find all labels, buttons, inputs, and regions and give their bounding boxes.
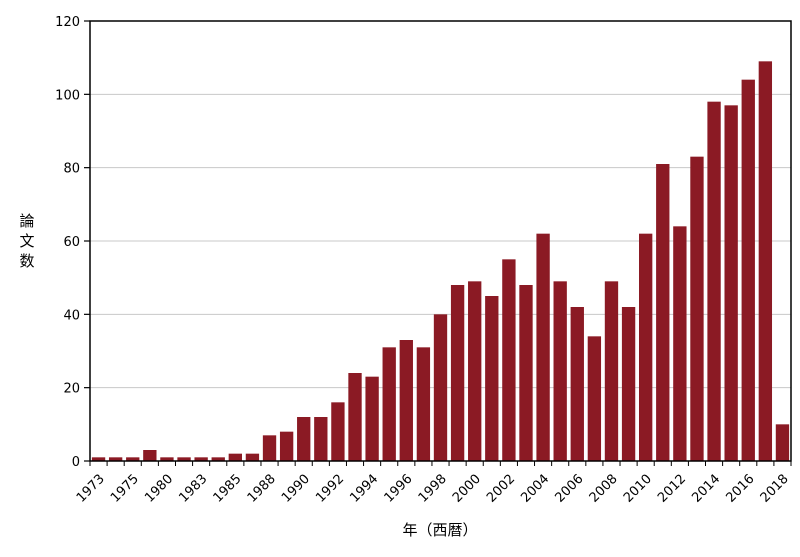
x-tick-label: 1998: [416, 472, 450, 506]
bar: [741, 79, 755, 462]
bar: [433, 314, 448, 461]
bar: [262, 435, 277, 461]
bar: [485, 296, 499, 461]
bar: [416, 347, 431, 461]
bar: [177, 457, 191, 461]
bar: [126, 457, 140, 461]
x-tick-label: 2002: [484, 472, 518, 506]
y-axis-title-char: 文: [19, 232, 34, 250]
x-tick-label: 2004: [518, 472, 552, 506]
bar: [587, 336, 602, 461]
x-tick-label: 1994: [347, 472, 381, 506]
y-axis-ticks: 0 20 40 60 80 100 120: [55, 15, 90, 470]
y-axis-title: 論文数: [19, 212, 34, 270]
bar: [108, 457, 123, 461]
bar: [604, 281, 619, 461]
x-axis-title: 年（西暦）: [402, 521, 477, 539]
x-tick-label: 1983: [176, 472, 210, 506]
bars: [91, 61, 790, 462]
x-tick-label: 2008: [587, 472, 621, 506]
bar: [314, 417, 328, 461]
bar: [91, 457, 106, 461]
bar: [775, 424, 790, 461]
bar: [570, 307, 584, 461]
bar: [365, 376, 379, 461]
y-axis-title-char: 論: [19, 212, 34, 230]
x-tick-label: 2012: [655, 472, 689, 506]
bar: [553, 281, 567, 461]
bar: [656, 164, 670, 461]
x-tick-label: 2014: [689, 472, 723, 506]
bar: [245, 453, 260, 461]
y-tick-label: 20: [63, 382, 80, 397]
bar: [279, 431, 294, 461]
bar: [502, 259, 516, 461]
y-tick-label: 120: [55, 15, 80, 30]
y-tick-label: 80: [63, 162, 80, 177]
x-tick-label: 1973: [74, 472, 108, 506]
bar: [639, 233, 653, 461]
bar: [194, 457, 208, 461]
bar: [707, 101, 721, 462]
x-tick-label: 2018: [758, 472, 792, 506]
y-tick-label: 0: [72, 455, 80, 470]
bar: [468, 281, 482, 461]
x-axis-ticks: 1973 1975 1980 1983 1985 1988 1990 1992 1994 1996…: [74, 461, 792, 506]
bar: [519, 285, 533, 461]
y-tick-label: 60: [63, 235, 80, 250]
bar: [536, 233, 550, 461]
bar: [348, 373, 362, 461]
bar: [690, 156, 704, 461]
x-tick-label: 2006: [553, 472, 587, 506]
x-tick-label: 1980: [142, 472, 176, 506]
x-tick-label: 2000: [450, 472, 484, 506]
bar: [758, 61, 773, 461]
y-tick-label: 100: [55, 88, 80, 103]
x-tick-label: 1988: [245, 472, 279, 506]
x-tick-label: 1975: [108, 472, 142, 506]
bar: [724, 105, 738, 461]
bar: [228, 453, 242, 461]
x-tick-label: 1985: [211, 472, 245, 506]
x-tick-label: 1996: [382, 472, 416, 506]
bar: [399, 340, 413, 461]
bar: [382, 347, 396, 461]
y-tick-label: 40: [63, 308, 80, 323]
x-tick-label: 2016: [724, 472, 758, 506]
x-tick-label: 1992: [313, 472, 347, 506]
bar: [297, 417, 311, 461]
bar: [621, 307, 636, 461]
bar: [143, 450, 157, 461]
bar: [673, 226, 687, 461]
bar: [331, 402, 345, 461]
y-axis-title-char: 数: [19, 252, 34, 270]
bar: [160, 457, 174, 461]
x-tick-label: 2010: [621, 472, 655, 506]
bar: [211, 457, 225, 461]
bar: [450, 285, 465, 461]
x-tick-label: 1990: [279, 472, 313, 506]
